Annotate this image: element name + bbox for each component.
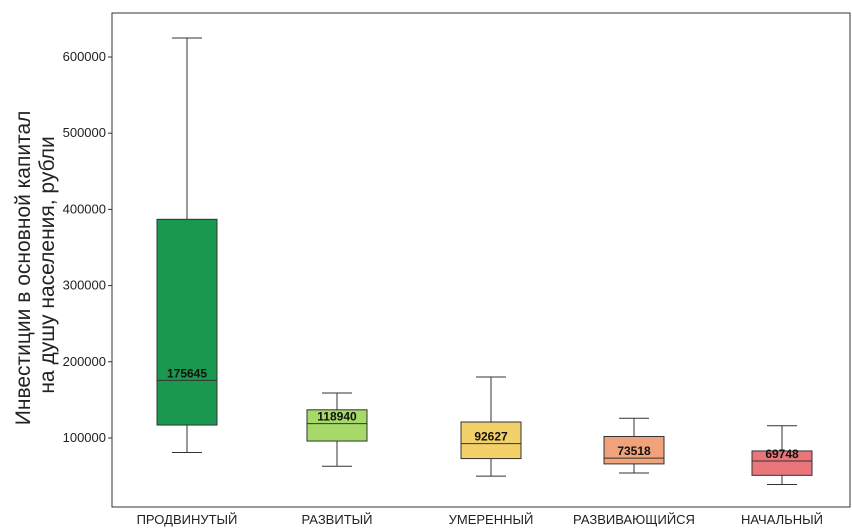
- y-tick-label-0: 100000: [63, 430, 106, 445]
- box-4: 73518: [603, 417, 665, 474]
- boxes: 175645 118940 92627 73518 69748: [156, 37, 813, 485]
- y-axis-label-line-1: Инвестиции в основной капитал: [12, 111, 35, 426]
- y-tick-label-4: 500000: [63, 125, 106, 140]
- median-label-1: 175645: [167, 366, 207, 380]
- iqr-box-5: [751, 450, 813, 476]
- x-category-label-5: НАЧАЛЬНЫЙ: [741, 512, 823, 527]
- y-tick-label-1: 200000: [63, 354, 106, 369]
- x-category-label-2: РАЗВИТЫЙ: [302, 512, 373, 527]
- x-category-label-4: РАЗВИВАЮЩИЙСЯ: [573, 512, 695, 527]
- iqr-box-3: [460, 421, 522, 460]
- y-tick-label-3: 400000: [63, 201, 106, 216]
- iqr-box-2: [306, 409, 368, 442]
- x-axis-labels: ПРОДВИНУТЫЙ РАЗВИТЫЙ УМЕРЕННЫЙ РАЗВИВАЮЩИЙС…: [137, 512, 823, 527]
- box-1: 175645: [156, 37, 218, 453]
- median-label-2: 118940: [317, 410, 357, 424]
- median-label-5: 69748: [765, 447, 799, 461]
- iqr-box-4: [603, 435, 665, 465]
- y-tick-label-2: 300000: [63, 278, 106, 293]
- box-3: 92627: [460, 376, 522, 477]
- x-category-label-1: ПРОДВИНУТЫЙ: [137, 512, 238, 527]
- median-label-4: 73518: [617, 444, 651, 458]
- y-tick-label-5: 600000: [63, 49, 106, 64]
- plot-frame: [111, 12, 851, 508]
- x-category-label-3: УМЕРЕННЫЙ: [449, 512, 534, 527]
- y-axis-label: Инвестиции в основной капитал на душу на…: [12, 105, 59, 426]
- box-2: 118940: [306, 392, 368, 467]
- iqr-box-1: [156, 218, 218, 426]
- box-5: 69748: [751, 425, 813, 485]
- median-label-3: 92627: [474, 430, 508, 444]
- y-axis-label-line-2: на душу населения, рубли: [36, 136, 59, 393]
- y-axis-ticks: 100000 200000 300000 400000 500000 600000: [63, 49, 112, 445]
